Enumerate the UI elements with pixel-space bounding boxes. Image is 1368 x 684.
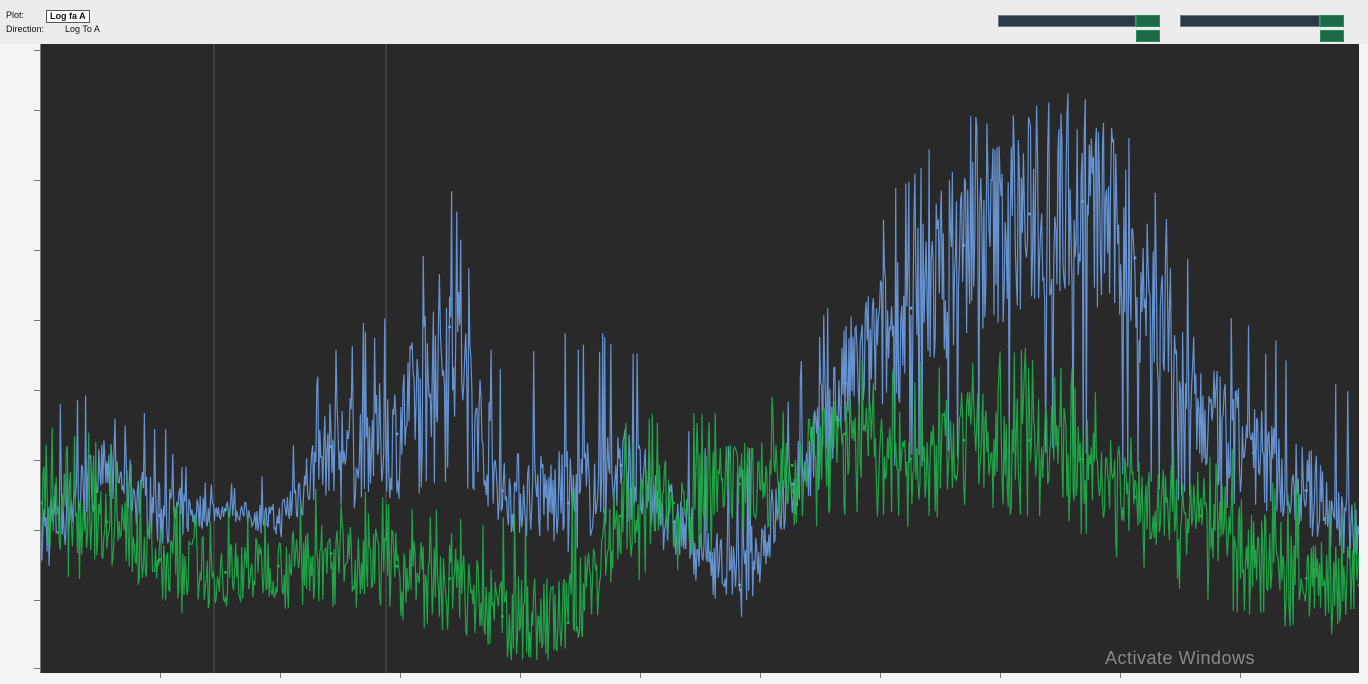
series-1-point (1133, 256, 1137, 260)
series-1-point (276, 520, 280, 524)
series-1-point (500, 489, 504, 493)
x-tick (400, 673, 401, 678)
series-1-point (1028, 212, 1031, 216)
series-1-point (843, 382, 847, 386)
y-tick (34, 460, 40, 461)
series-1-point (395, 432, 399, 436)
series-2-point (448, 577, 452, 581)
activation-watermark: Activate Windows (1105, 648, 1256, 668)
plot-direction-label: Direction: (6, 24, 45, 34)
plot-frame-label: Plot: (6, 10, 25, 20)
series-1-point (909, 306, 913, 310)
x-tick (160, 673, 161, 678)
x-tick (640, 673, 641, 678)
series-1-point (738, 583, 742, 587)
y-tick (34, 250, 40, 251)
series-2 (41, 348, 1359, 661)
y-tick (34, 110, 40, 111)
series-2-point (1028, 438, 1031, 442)
series-2-point (1357, 583, 1359, 587)
y-tick (34, 50, 40, 51)
series-2-point (566, 621, 570, 625)
x-tick (760, 673, 761, 678)
plot-frame-selector[interactable]: Log fa A (46, 10, 90, 23)
plot-direction-selector[interactable]: Log To A (65, 24, 100, 34)
series-1-point (1304, 489, 1308, 493)
series-1-point (448, 325, 452, 329)
plot-area[interactable] (40, 44, 1359, 673)
series-1-point (1252, 451, 1256, 455)
chart-canvas (41, 44, 1359, 673)
series-2-point (738, 482, 742, 486)
series-1-point (1080, 199, 1084, 203)
series-1 (41, 93, 1359, 617)
x-tick (520, 673, 521, 678)
series-2-trace (41, 348, 1359, 661)
y-tick (34, 530, 40, 531)
y-tick (34, 600, 40, 601)
x-tick (1120, 673, 1121, 678)
level-readout-1 (1136, 15, 1160, 27)
series-1-point (962, 243, 966, 247)
y-tick (34, 320, 40, 321)
series-2-point (619, 514, 623, 518)
x-tick (1240, 673, 1241, 678)
series-2-point (962, 438, 966, 442)
series-1-point (1199, 419, 1203, 423)
series-2-point (1252, 545, 1256, 549)
level-readout-2 (1136, 30, 1160, 42)
series-1-trace (41, 93, 1359, 617)
series-2-point (158, 558, 162, 562)
series-2-point (1199, 514, 1203, 518)
series-2-point (843, 432, 847, 436)
x-tick (1000, 673, 1001, 678)
x-tick (880, 673, 881, 678)
series-2-point (105, 520, 109, 524)
series-1-point (158, 514, 162, 518)
level-readout-4 (1320, 30, 1344, 42)
x-axis (0, 673, 1368, 684)
y-axis (0, 44, 40, 684)
series-2-point (500, 614, 504, 618)
series-2-point (276, 564, 280, 568)
series-2-point (395, 564, 399, 568)
series-1-point (224, 507, 228, 511)
series-2-point (909, 457, 913, 461)
level-meter-2 (1180, 15, 1320, 27)
y-tick (34, 390, 40, 391)
level-readout-3 (1320, 15, 1344, 27)
x-tick (280, 673, 281, 678)
y-tick (34, 668, 40, 669)
series-1-point (1357, 526, 1359, 530)
series-1-point (619, 463, 623, 467)
series-2-point (790, 463, 794, 467)
series-1-point (105, 463, 109, 467)
series-1-point (566, 501, 570, 505)
y-tick (34, 180, 40, 181)
series-1-point (329, 445, 333, 449)
series-2-point (1080, 457, 1084, 461)
series-2-point (41, 501, 43, 505)
series-2-point (329, 551, 333, 555)
level-meter-1 (998, 15, 1136, 27)
series-2-point (1133, 495, 1137, 499)
plot-toolbar: Plot: Log fa A Direction: Log To A (0, 0, 1368, 44)
series-2-point (224, 570, 228, 574)
series-2-point (1304, 577, 1308, 581)
series-2-point (672, 501, 676, 505)
